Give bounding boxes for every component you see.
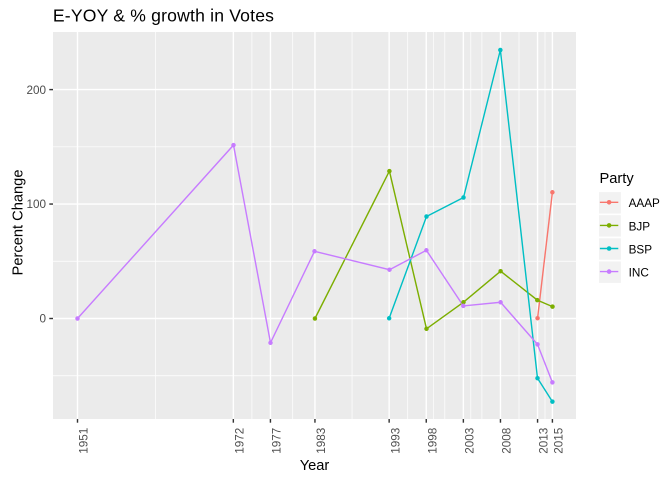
svg-text:Percent Change: Percent Change — [10, 170, 26, 276]
svg-text:1993: 1993 — [389, 428, 402, 454]
svg-text:1977: 1977 — [271, 428, 284, 454]
svg-text:E-YOY & % growth in Votes: E-YOY & % growth in Votes — [53, 5, 274, 25]
svg-text:1972: 1972 — [234, 428, 247, 454]
svg-text:0: 0 — [39, 313, 46, 326]
svg-text:2008: 2008 — [501, 427, 514, 454]
svg-text:2015: 2015 — [553, 427, 566, 454]
svg-text:INC: INC — [629, 267, 650, 280]
svg-text:AAAP: AAAP — [629, 197, 660, 210]
svg-text:2003: 2003 — [464, 428, 477, 454]
svg-text:2013: 2013 — [538, 428, 551, 454]
svg-text:100: 100 — [26, 198, 46, 211]
svg-text:Party: Party — [600, 171, 635, 187]
svg-text:1951: 1951 — [78, 428, 91, 454]
svg-text:BJP: BJP — [629, 220, 651, 233]
svg-text:200: 200 — [26, 84, 46, 97]
svg-text:1998: 1998 — [426, 427, 439, 454]
svg-text:Year: Year — [300, 458, 330, 474]
svg-text:BSP: BSP — [629, 243, 653, 256]
svg-text:1983: 1983 — [315, 428, 328, 454]
